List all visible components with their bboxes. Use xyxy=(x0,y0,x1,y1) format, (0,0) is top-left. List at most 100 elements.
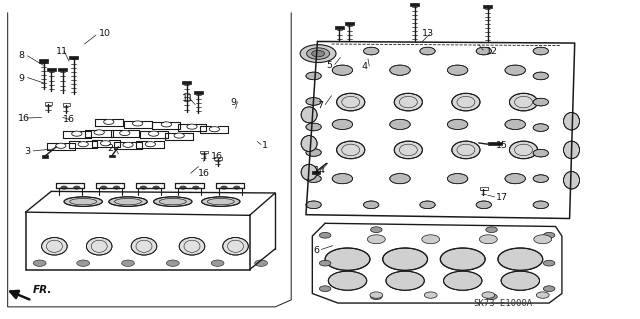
Circle shape xyxy=(74,186,80,189)
Text: 7: 7 xyxy=(317,101,323,110)
Circle shape xyxy=(255,260,268,266)
Circle shape xyxy=(300,45,336,63)
Circle shape xyxy=(447,174,468,184)
Text: 9: 9 xyxy=(18,74,24,83)
Bar xyxy=(47,68,56,71)
Bar xyxy=(410,3,419,6)
Ellipse shape xyxy=(337,93,365,111)
Circle shape xyxy=(444,271,482,290)
Circle shape xyxy=(424,292,437,298)
Bar xyxy=(42,155,48,158)
Text: 12: 12 xyxy=(486,47,499,56)
Circle shape xyxy=(307,48,330,59)
Circle shape xyxy=(367,235,385,244)
Ellipse shape xyxy=(109,197,147,206)
Circle shape xyxy=(234,186,240,189)
Ellipse shape xyxy=(86,237,112,255)
Circle shape xyxy=(306,149,321,156)
Text: SK73-E1000A: SK73-E1000A xyxy=(474,299,532,308)
Circle shape xyxy=(533,72,548,80)
Ellipse shape xyxy=(301,107,317,123)
Circle shape xyxy=(533,175,548,182)
Circle shape xyxy=(383,248,428,271)
Ellipse shape xyxy=(179,237,205,255)
Bar xyxy=(58,68,67,71)
Text: 15: 15 xyxy=(496,141,508,150)
Circle shape xyxy=(33,260,46,266)
Text: 3: 3 xyxy=(24,147,31,156)
Ellipse shape xyxy=(42,237,67,255)
Circle shape xyxy=(77,260,90,266)
Bar xyxy=(480,187,488,190)
Circle shape xyxy=(505,65,525,75)
Circle shape xyxy=(543,260,555,266)
Circle shape xyxy=(533,124,548,131)
Text: 13: 13 xyxy=(422,29,435,38)
Text: 14: 14 xyxy=(314,166,326,175)
Ellipse shape xyxy=(452,141,480,159)
Circle shape xyxy=(420,47,435,55)
Bar xyxy=(45,102,52,105)
Circle shape xyxy=(371,227,382,233)
Circle shape xyxy=(476,201,492,209)
Circle shape xyxy=(447,65,468,75)
Circle shape xyxy=(332,65,353,75)
Text: 16: 16 xyxy=(18,114,30,122)
Bar xyxy=(39,59,48,63)
Text: 4: 4 xyxy=(362,63,367,71)
Circle shape xyxy=(533,47,548,55)
Circle shape xyxy=(420,201,435,209)
Text: 16: 16 xyxy=(198,169,211,178)
Circle shape xyxy=(364,47,379,55)
Circle shape xyxy=(533,201,548,209)
Ellipse shape xyxy=(509,141,538,159)
Text: 17: 17 xyxy=(496,193,508,202)
Text: 11: 11 xyxy=(182,94,195,103)
Bar xyxy=(200,151,208,153)
Circle shape xyxy=(306,175,321,182)
Bar xyxy=(345,22,354,25)
Circle shape xyxy=(486,294,497,300)
Bar xyxy=(109,155,115,157)
Circle shape xyxy=(390,119,410,130)
Circle shape xyxy=(113,186,120,189)
Text: 16: 16 xyxy=(211,152,223,161)
Circle shape xyxy=(536,292,549,298)
Circle shape xyxy=(332,174,353,184)
Ellipse shape xyxy=(301,136,317,152)
Text: 10: 10 xyxy=(99,29,111,38)
Bar xyxy=(488,142,502,145)
Circle shape xyxy=(319,232,331,238)
Ellipse shape xyxy=(223,237,248,255)
Circle shape xyxy=(543,286,555,292)
Text: 16: 16 xyxy=(63,115,75,124)
Circle shape xyxy=(306,123,321,131)
Circle shape xyxy=(447,119,468,130)
Circle shape xyxy=(364,201,379,209)
Circle shape xyxy=(534,235,552,244)
Text: 8: 8 xyxy=(18,51,24,60)
Ellipse shape xyxy=(154,197,192,206)
Circle shape xyxy=(328,271,367,290)
Circle shape xyxy=(498,248,543,271)
Circle shape xyxy=(319,286,331,292)
Circle shape xyxy=(166,260,179,266)
Text: 9: 9 xyxy=(230,98,236,107)
Circle shape xyxy=(543,232,555,238)
Circle shape xyxy=(306,72,321,80)
Circle shape xyxy=(440,248,485,271)
Circle shape xyxy=(312,50,324,57)
Ellipse shape xyxy=(564,141,580,159)
Text: 1: 1 xyxy=(262,141,268,150)
Bar xyxy=(194,91,203,94)
Ellipse shape xyxy=(131,237,157,255)
Circle shape xyxy=(122,260,134,266)
Circle shape xyxy=(371,294,382,300)
Bar xyxy=(335,26,344,29)
Circle shape xyxy=(325,248,370,271)
Ellipse shape xyxy=(394,93,422,111)
Circle shape xyxy=(533,98,548,106)
Ellipse shape xyxy=(564,113,580,130)
Circle shape xyxy=(505,174,525,184)
Text: 11: 11 xyxy=(56,47,68,56)
